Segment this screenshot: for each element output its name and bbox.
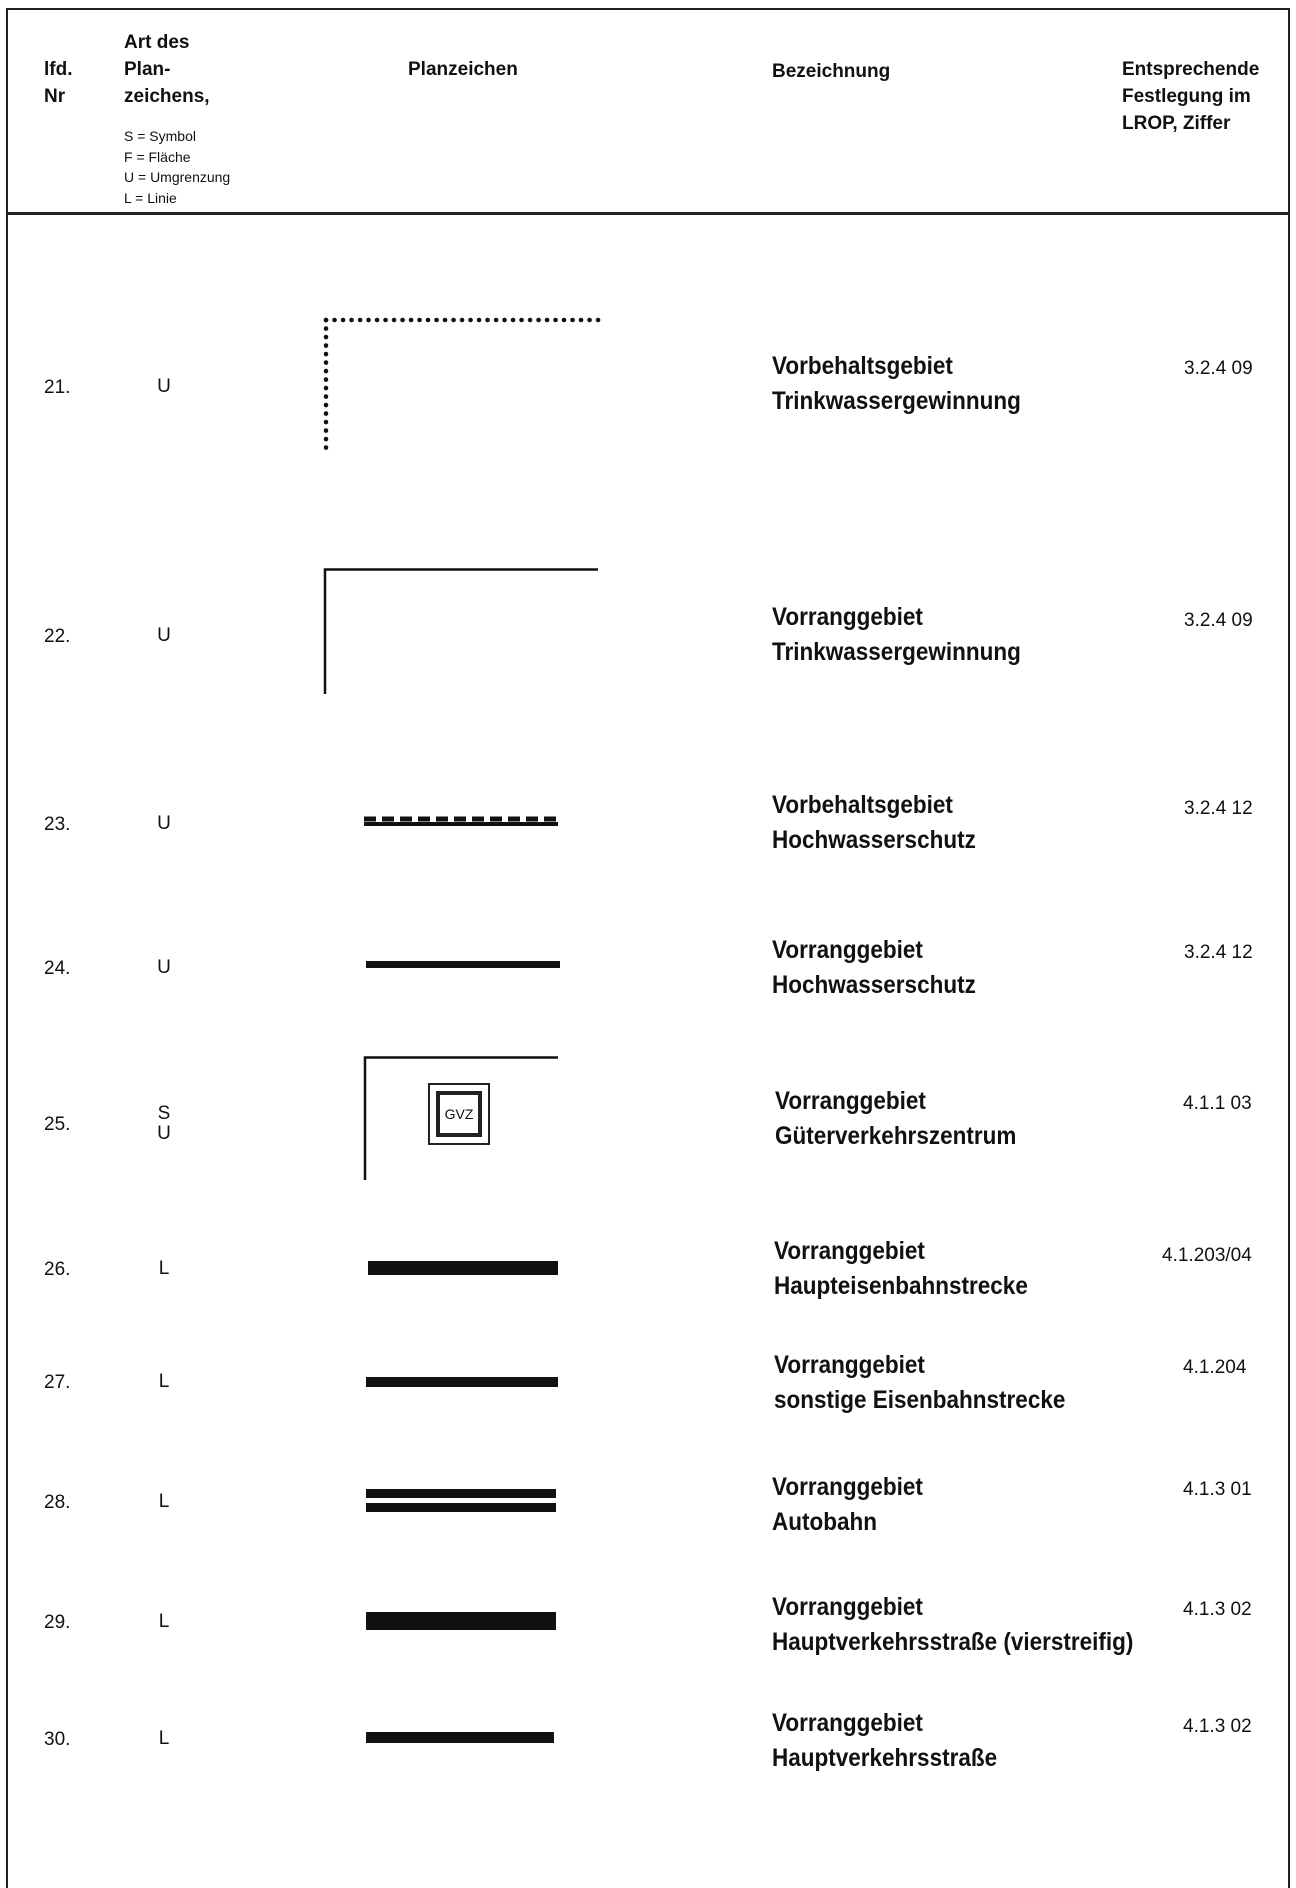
symbol-dashed-line [364,816,558,826]
row-kind: U [157,957,171,978]
row-kind: U [157,625,171,646]
designation-line2: Hochwasserschutz [772,971,976,999]
designation-line1: Vorranggebiet [775,1087,926,1115]
row-kind: L [158,1611,170,1632]
designation-line1: Vorbehaltsgebiet [772,791,953,819]
header-planzeichen: Planzeichen [408,59,518,80]
header-nr-label: Nr [44,86,66,107]
row-number: 26. [44,1259,71,1280]
symbol-solid-corner [363,1056,558,1180]
designation-line1: Vorranggebiet [774,1237,925,1265]
row-kind: S U [154,1104,174,1144]
row-number: 29. [44,1612,71,1633]
header-festlegung: Entsprechende Festlegung im LROP, Ziffer [1122,56,1259,137]
legend-umgrenzung: U = Umgrenzung [124,169,231,185]
row-designation: Vorranggebiet Hochwasserschutz [772,933,976,1003]
row-reference: 3.2.4 09 [1184,610,1253,631]
header-art: Art des Plan- zeichens, [124,29,210,110]
gvz-symbol: GVZ [428,1083,490,1145]
row-reference: 4.1.3 02 [1183,1599,1252,1620]
row-number: 24. [44,958,71,979]
header-art-line3: zeichens, [124,86,210,107]
designation-line2: Trinkwassergewinnung [772,638,1021,666]
designation-line1: Vorbehaltsgebiet [772,352,953,380]
row-reference: 3.2.4 09 [1184,358,1253,379]
row-reference: 4.1.203/04 [1162,1245,1252,1266]
symbol-double-line-bottom [366,1503,556,1512]
legend-flaeche: F = Fläche [124,148,191,165]
symbol-medium-line [366,1377,558,1387]
header-lfd-nr: lfd. Nr [44,56,73,110]
gvz-label: GVZ [444,1106,474,1122]
symbol-dotted-corner [323,317,609,453]
row-kind: L [158,1258,170,1279]
row-kind: L [158,1491,170,1512]
row-number: 27. [44,1372,71,1393]
designation-line1: Vorranggebiet [772,603,923,631]
designation-line2: Güterverkehrszentrum [775,1122,1017,1150]
row-number: 21. [44,377,71,398]
row-designation: Vorbehaltsgebiet Trinkwassergewinnung [772,349,1021,419]
legend-symbol: S = Symbol [124,128,196,144]
table-frame [6,8,1290,1888]
symbol-double-line-top [366,1489,556,1498]
row-number: 25. [44,1114,71,1135]
row-designation: Vorranggebiet sonstige Eisenbahnstrecke [774,1348,1065,1418]
designation-line1: Vorranggebiet [772,936,923,964]
symbol-solid-corner [323,568,598,694]
row-number: 30. [44,1729,71,1750]
row-kind-line1: S [157,1103,171,1124]
designation-line1: Vorranggebiet [772,1473,923,1501]
symbol-medium-line [366,961,560,968]
designation-line2: Hochwasserschutz [772,826,976,854]
designation-line2: sonstige Eisenbahnstrecke [774,1386,1066,1414]
row-kind-line2: U [157,1123,171,1144]
header-divider [6,212,1290,215]
row-designation: Vorbehaltsgebiet Hochwasserschutz [772,788,976,858]
designation-line2: Trinkwassergewinnung [772,387,1021,415]
row-designation: Vorranggebiet Trinkwassergewinnung [772,600,1021,670]
header-lfd-label: lfd. [44,59,73,80]
header-festlegung-line1: Entsprechende [1122,59,1260,80]
designation-line1: Vorranggebiet [772,1593,923,1621]
designation-line1: Vorranggebiet [772,1709,923,1737]
legend-linie: L = Linie [124,189,177,206]
row-kind: L [158,1728,170,1749]
designation-line2: Hauptverkehrsstraße (vierstreifig) [772,1628,1134,1656]
row-designation: Vorranggebiet Hauptverkehrsstraße [772,1706,997,1776]
header-art-line2: Plan- [124,59,171,80]
row-number: 23. [44,814,71,835]
designation-line2: Hauptverkehrsstraße [772,1744,998,1772]
header-bezeichnung: Bezeichnung [772,61,891,82]
row-reference: 4.1.3 02 [1183,1716,1252,1737]
row-designation: Vorranggebiet Hauptverkehrsstraße (viers… [772,1590,1133,1660]
header-art-line1: Art des [124,32,190,53]
row-reference: 4.1.3 01 [1183,1479,1252,1500]
header-legend: S = Symbol F = Fläche U = Umgrenzung L =… [124,126,230,208]
designation-line2: Autobahn [772,1508,877,1536]
symbol-thick-line [368,1261,558,1275]
row-designation: Vorranggebiet Güterverkehrszentrum [775,1084,1016,1154]
row-designation: Vorranggebiet Haupteisenbahnstrecke [774,1234,1028,1304]
row-reference: 3.2.4 12 [1184,798,1253,819]
row-reference: 4.1.204 [1183,1357,1247,1378]
designation-line2: Haupteisenbahnstrecke [774,1272,1028,1300]
header-festlegung-line2: Festlegung im [1122,86,1251,107]
row-reference: 3.2.4 12 [1184,942,1253,963]
row-designation: Vorranggebiet Autobahn [772,1470,923,1540]
symbol-medium-line [366,1732,554,1743]
row-reference: 4.1.1 03 [1183,1093,1252,1114]
header-festlegung-line3: LROP, Ziffer [1122,113,1231,134]
row-kind: U [157,376,171,397]
designation-line1: Vorranggebiet [774,1351,925,1379]
row-number: 28. [44,1492,71,1513]
row-kind: L [158,1371,170,1392]
row-kind: U [157,813,171,834]
symbol-thickest-line [366,1612,556,1630]
row-number: 22. [44,626,71,647]
